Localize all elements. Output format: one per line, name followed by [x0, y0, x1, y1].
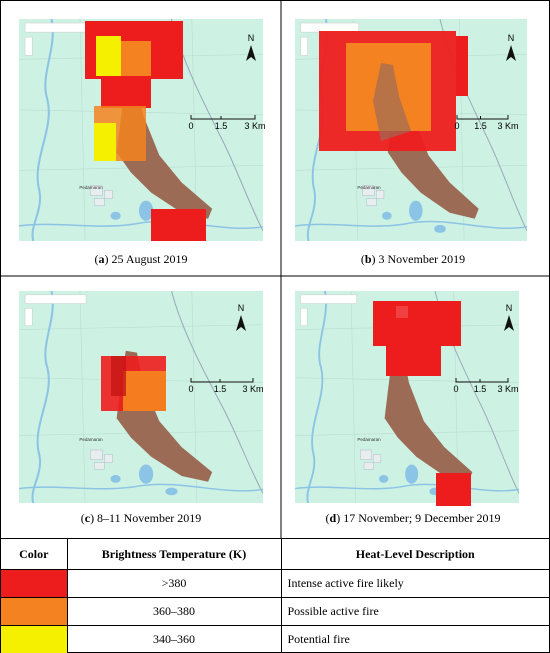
caption: (a) 25 August 2019	[94, 252, 187, 266]
caption-text: ) 3 November 2019	[372, 252, 466, 266]
place-label: Pedamaran	[357, 185, 381, 190]
color-swatch	[1, 625, 67, 653]
scale-label: 3 Km	[242, 384, 263, 394]
caption-open: (	[81, 511, 85, 525]
legend-table: Color Brightness Temperature (K) Heat-Le…	[1, 538, 549, 653]
caption-letter: a	[98, 252, 104, 266]
caption-open: (	[361, 252, 365, 266]
scale-label: 1.5	[214, 384, 227, 394]
north-arrow	[236, 315, 246, 331]
table-header: Color Brightness Temperature (K) Heat-Le…	[1, 538, 549, 570]
header-cell: Heat-Level Description	[280, 538, 549, 570]
table-row: >380 Intense active fire likely	[1, 569, 549, 598]
caption: (d) 17 November; 9 December 2019	[326, 511, 501, 525]
panel: N 0 1.5 3 Km Pedamaran (c) 8–11 November 2019	[19, 291, 264, 525]
caption: (b) 3 November 2019	[361, 252, 465, 266]
place-label: Pedamaran	[79, 437, 103, 442]
scale-label: 1.5	[215, 121, 228, 131]
color-swatch	[1, 597, 67, 626]
table-row: 360–380 Possible active fire	[1, 597, 549, 626]
scale-label: 0	[188, 384, 193, 394]
color-swatch	[1, 569, 67, 598]
caption-letter: d	[330, 511, 337, 525]
north-label: N	[506, 303, 513, 313]
caption-letter: c	[85, 511, 91, 525]
scale-label: 1.5	[474, 121, 487, 131]
scale-bar	[190, 115, 256, 120]
description-cell: Potential fire	[280, 625, 549, 653]
north-arrow	[506, 45, 516, 61]
table-row: 340–360 Potential fire	[1, 625, 549, 653]
temperature-cell: 340–360	[66, 625, 281, 653]
description-cell: Intense active fire likely	[280, 569, 549, 598]
caption-text: ) 8–11 November 2019	[90, 511, 201, 525]
scale-bar	[455, 378, 509, 383]
place-label: Pedamaran	[79, 185, 103, 190]
header-cell: Color	[1, 538, 67, 570]
caption-open: (	[326, 511, 330, 525]
scale-label: 0	[188, 121, 193, 131]
description-cell: Possible active fire	[280, 597, 549, 626]
place-label: Pedamaran	[357, 437, 381, 442]
north-arrow	[504, 315, 514, 331]
scale-label: 1.5	[474, 384, 487, 394]
caption: (c) 8–11 November 2019	[81, 511, 202, 525]
scale-label: 3 Km	[497, 384, 518, 394]
scale-label: 3 Km	[244, 121, 265, 131]
scale-bar	[190, 378, 254, 383]
temperature-cell: >380	[66, 569, 281, 598]
caption-open: (	[94, 252, 98, 266]
temperature-cell: 360–380	[66, 597, 281, 626]
caption-letter: b	[365, 252, 372, 266]
north-arrow	[246, 45, 256, 61]
panel: N 0 1.5 3 Km Pedamaran (a) 25 August 2019	[19, 19, 266, 266]
north-label: N	[238, 303, 245, 313]
scale-label: 0	[453, 384, 458, 394]
caption-text: ) 17 November; 9 December 2019	[336, 511, 500, 525]
scale-label: 0	[454, 121, 459, 131]
scale-label: 3 Km	[497, 121, 518, 131]
caption-text: ) 25 August 2019	[104, 252, 187, 266]
north-label: N	[508, 33, 515, 43]
north-label: N	[248, 33, 255, 43]
panel: N 0 1.5 3 Km Pedamaran (b) 3 November 2019	[295, 19, 527, 266]
panel: N 0 1.5 3 Km Pedamaran (d) 17 November; 9 Dec…	[295, 291, 519, 525]
scale-bar	[456, 115, 509, 120]
header-cell: Brightness Temperature (K)	[66, 538, 281, 570]
